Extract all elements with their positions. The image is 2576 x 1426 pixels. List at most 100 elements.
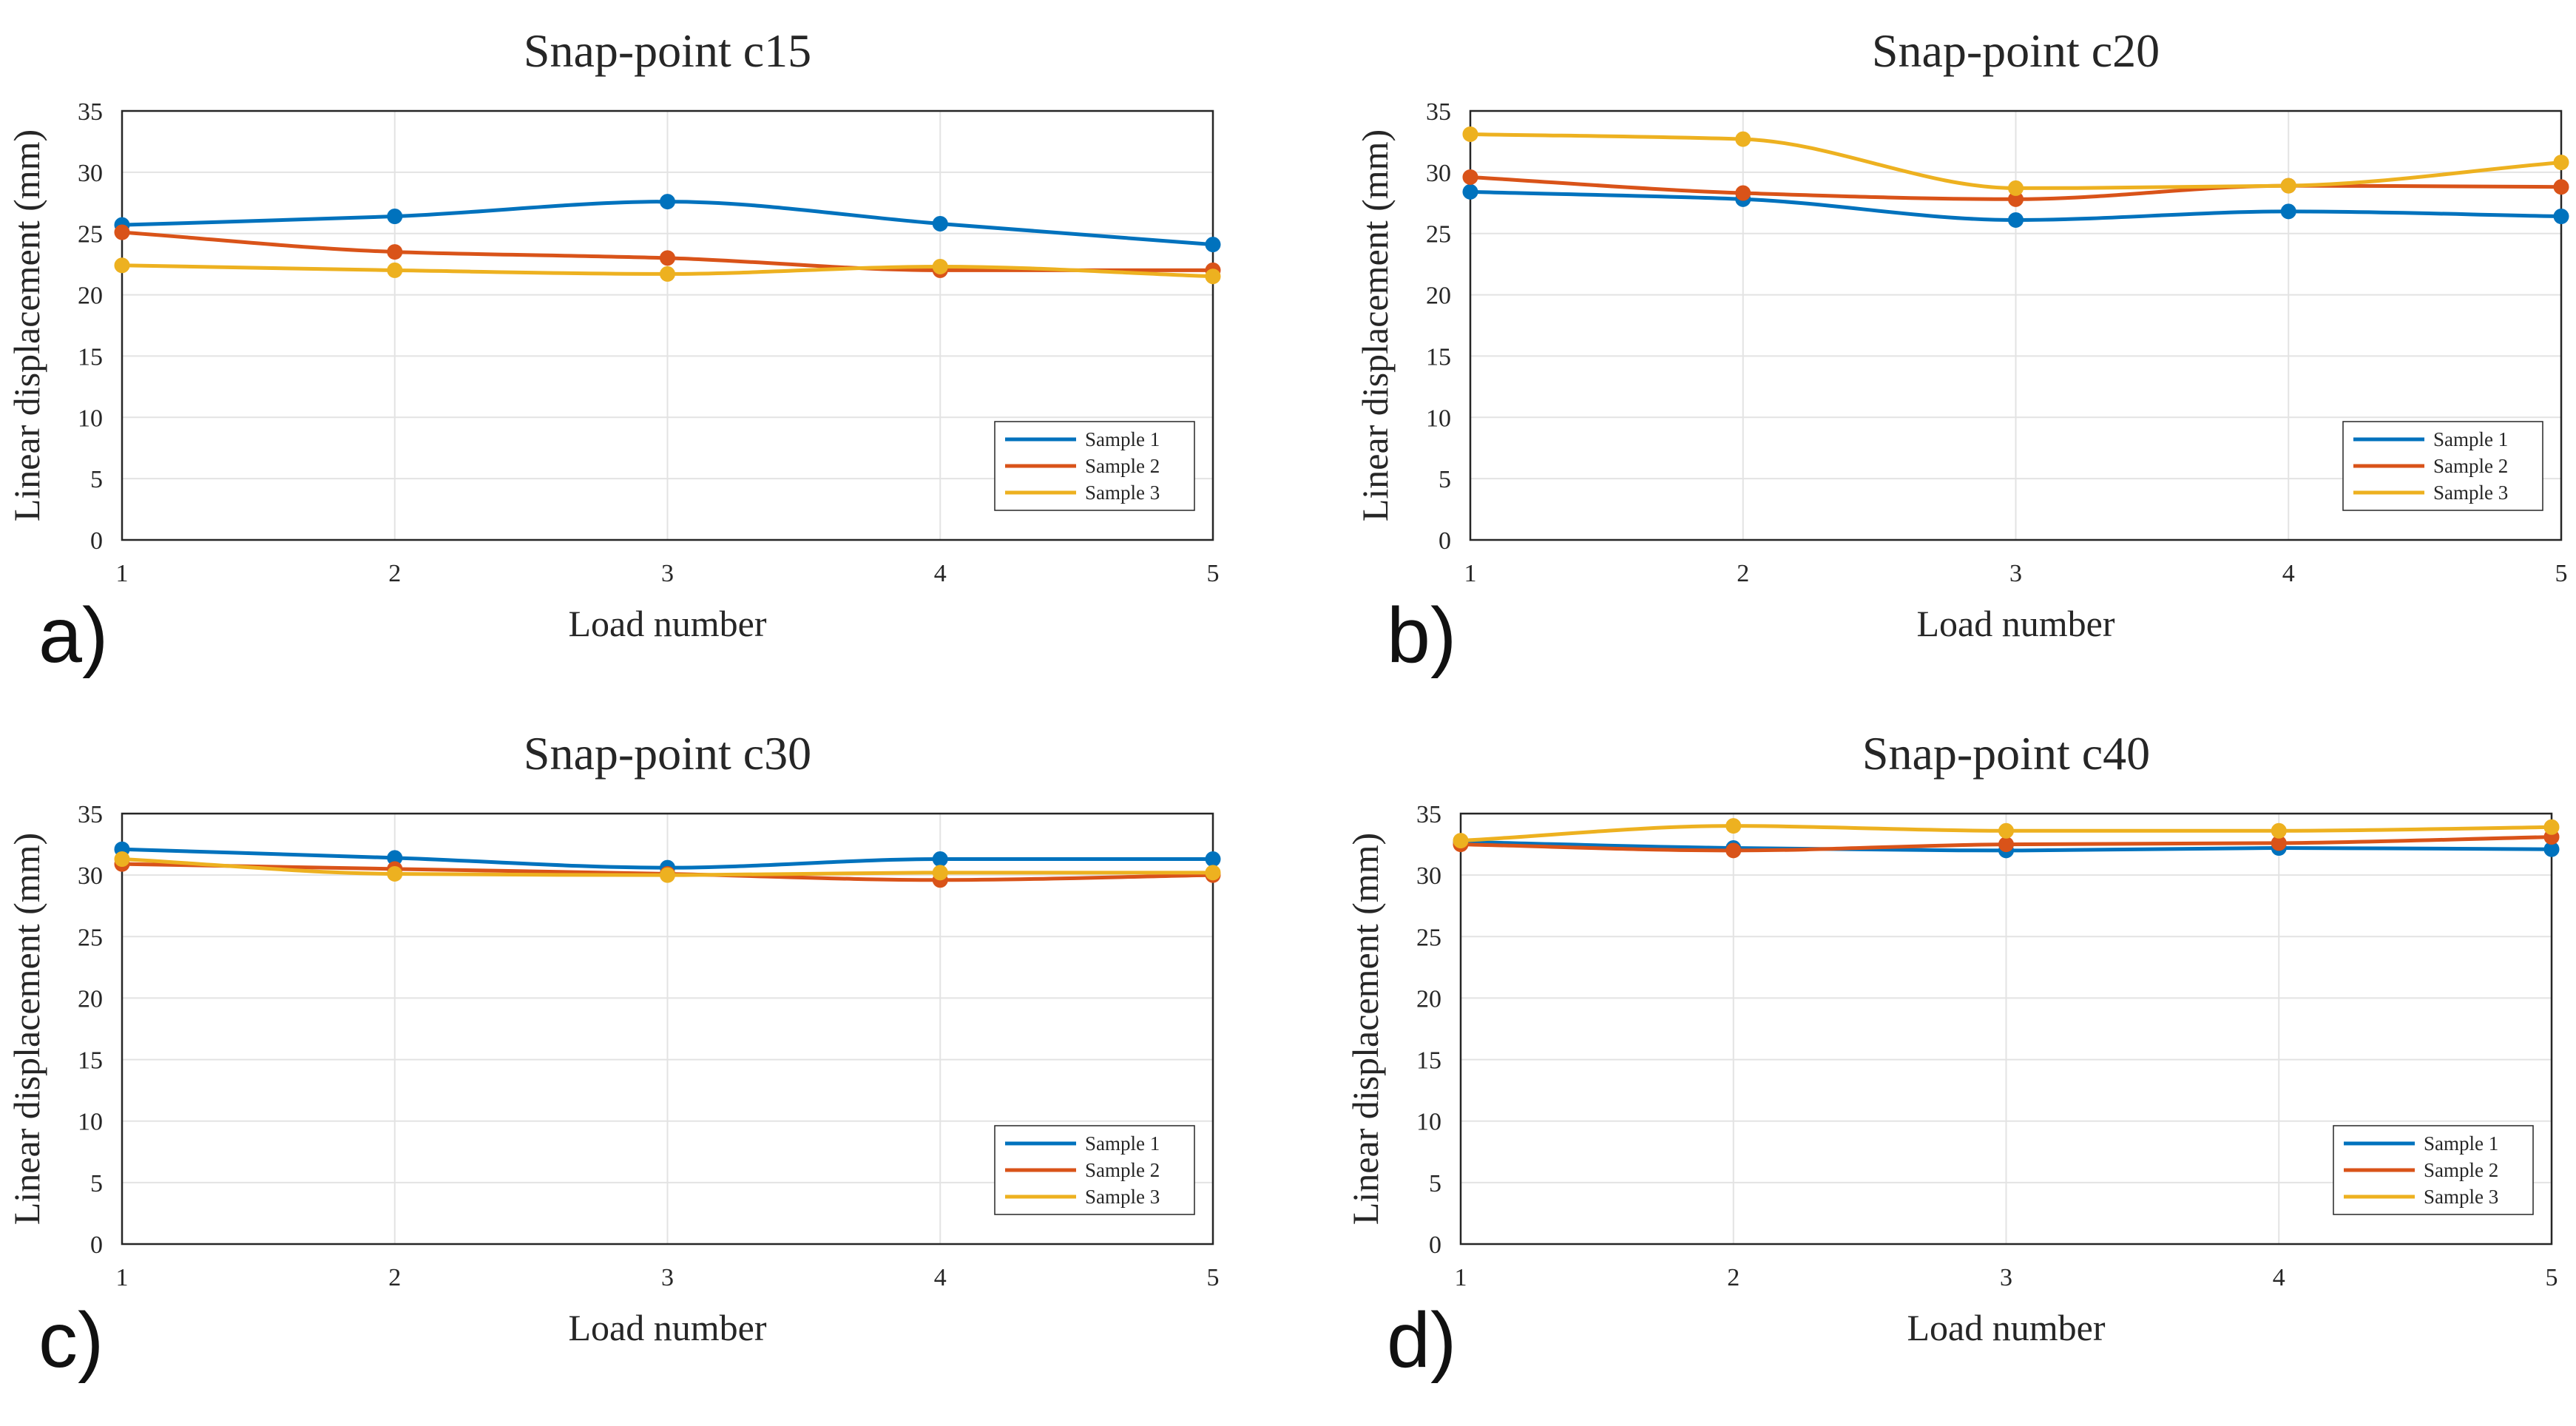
legend-label: Sample 2 (2433, 455, 2508, 477)
data-point (2008, 180, 2024, 196)
data-point (660, 194, 675, 210)
legend-label: Sample 3 (2433, 481, 2508, 504)
chart-title: Snap-point c15 (524, 24, 811, 77)
panel-label: b) (1387, 592, 1456, 679)
y-tick-label: 5 (1439, 466, 1451, 493)
y-tick-label: 15 (78, 1047, 103, 1075)
x-tick-label: 2 (1727, 1264, 1740, 1291)
data-point (1462, 183, 1478, 200)
y-tick-label: 10 (1416, 1109, 1441, 1136)
data-point (1453, 833, 1469, 849)
x-axis-label: Load number (1917, 603, 2115, 644)
data-point (1205, 237, 1221, 253)
x-tick-label: 5 (2546, 1264, 2558, 1291)
y-tick-label: 30 (78, 160, 103, 187)
y-tick-label: 15 (1416, 1047, 1441, 1075)
x-axis-label: Load number (1907, 1307, 2106, 1348)
x-tick-label: 4 (2273, 1264, 2285, 1291)
y-tick-label: 0 (1439, 527, 1451, 555)
legend-label: Sample 3 (1085, 481, 1160, 504)
data-point (387, 865, 403, 882)
y-tick-label: 20 (1416, 985, 1441, 1013)
data-point (660, 867, 675, 883)
data-point (2271, 822, 2287, 839)
y-tick-label: 25 (78, 924, 103, 951)
data-point (660, 250, 675, 266)
data-point (1735, 185, 1751, 201)
x-tick-label: 5 (1207, 1264, 1220, 1291)
x-axis-label: Load number (569, 603, 767, 644)
plot-frame (1459, 812, 2553, 1246)
x-tick-label: 5 (1207, 560, 1220, 587)
data-point (1205, 268, 1221, 285)
data-point (387, 262, 403, 278)
data-point (1725, 818, 1742, 834)
legend-label: Sample 1 (1085, 1132, 1160, 1155)
x-tick-label: 5 (2555, 560, 2568, 587)
data-point (114, 224, 130, 240)
y-tick-label: 20 (78, 985, 103, 1013)
y-axis-label: Linear displacement (mm) (1354, 129, 1396, 521)
x-tick-label: 1 (116, 1264, 129, 1291)
legend-label: Sample 2 (2424, 1159, 2498, 1181)
y-tick-label: 5 (1429, 1170, 1441, 1197)
data-point (114, 851, 130, 868)
chart-title: Snap-point c20 (1872, 24, 2160, 77)
x-tick-label: 4 (2282, 560, 2295, 587)
chart-panel-a: 0 5 10 15 20 25 30 35 1 2 3 4 5 Snap-point c15 Load nu… (6, 24, 1221, 679)
data-point (2553, 155, 2569, 171)
x-tick-label: 3 (2000, 1264, 2012, 1291)
y-tick-label: 25 (1416, 924, 1441, 951)
data-point (2280, 203, 2296, 220)
x-tick-label: 4 (934, 560, 947, 587)
y-axis-label: Linear displacement (mm) (6, 129, 47, 521)
y-tick-label: 5 (90, 1170, 103, 1197)
chart-panel-d: 0 5 10 15 20 25 30 35 1 2 3 4 5 Snap-point c40 Load nu… (1345, 727, 2560, 1384)
data-point (1998, 822, 2014, 839)
y-axis-label: Linear displacement (mm) (6, 833, 47, 1225)
plot-frame (121, 109, 1214, 541)
panel-label: d) (1387, 1297, 1456, 1384)
data-point (1205, 851, 1221, 868)
plot-frame (121, 812, 1214, 1246)
y-tick-label: 0 (1429, 1231, 1441, 1259)
data-point (1725, 842, 1742, 859)
y-tick-label: 25 (1426, 221, 1451, 249)
y-axis-label: Linear displacement (mm) (1345, 833, 1386, 1225)
x-tick-label: 4 (934, 1264, 947, 1291)
y-tick-label: 10 (78, 405, 103, 432)
data-point (660, 266, 675, 282)
x-tick-label: 1 (1455, 1264, 1467, 1291)
legend-label: Sample 3 (1085, 1186, 1160, 1208)
data-point (2553, 209, 2569, 225)
legend-label: Sample 2 (1085, 1159, 1160, 1181)
data-point (114, 257, 130, 274)
chart-title: Snap-point c40 (1862, 727, 2150, 780)
chart-panel-b: 0 5 10 15 20 25 30 35 1 2 3 4 5 Snap-point c20 Load nu… (1354, 24, 2569, 679)
y-tick-label: 30 (1426, 160, 1451, 187)
data-point (2553, 179, 2569, 195)
legend-label: Sample 1 (2433, 428, 2508, 450)
y-tick-label: 25 (78, 221, 103, 249)
x-tick-label: 2 (388, 560, 401, 587)
data-point (387, 244, 403, 260)
data-point (932, 865, 948, 881)
y-tick-label: 20 (78, 283, 103, 310)
y-tick-label: 0 (90, 1231, 103, 1259)
panel-label: a) (38, 592, 108, 679)
y-tick-label: 15 (1426, 343, 1451, 371)
data-point (1462, 169, 1478, 185)
y-tick-label: 0 (90, 527, 103, 555)
y-tick-label: 35 (78, 801, 103, 828)
x-tick-label: 1 (1464, 560, 1477, 587)
data-point (1462, 126, 1478, 142)
x-tick-label: 2 (1737, 560, 1749, 587)
y-tick-label: 35 (1426, 98, 1451, 126)
legend-label: Sample 2 (1085, 455, 1160, 477)
chart-panel-c: 0 5 10 15 20 25 30 35 1 2 3 4 5 Snap-point c30 Load nu… (6, 727, 1221, 1384)
x-tick-label: 3 (661, 1264, 674, 1291)
y-tick-label: 30 (78, 862, 103, 890)
legend-label: Sample 1 (2424, 1132, 2498, 1155)
y-tick-label: 35 (1416, 801, 1441, 828)
